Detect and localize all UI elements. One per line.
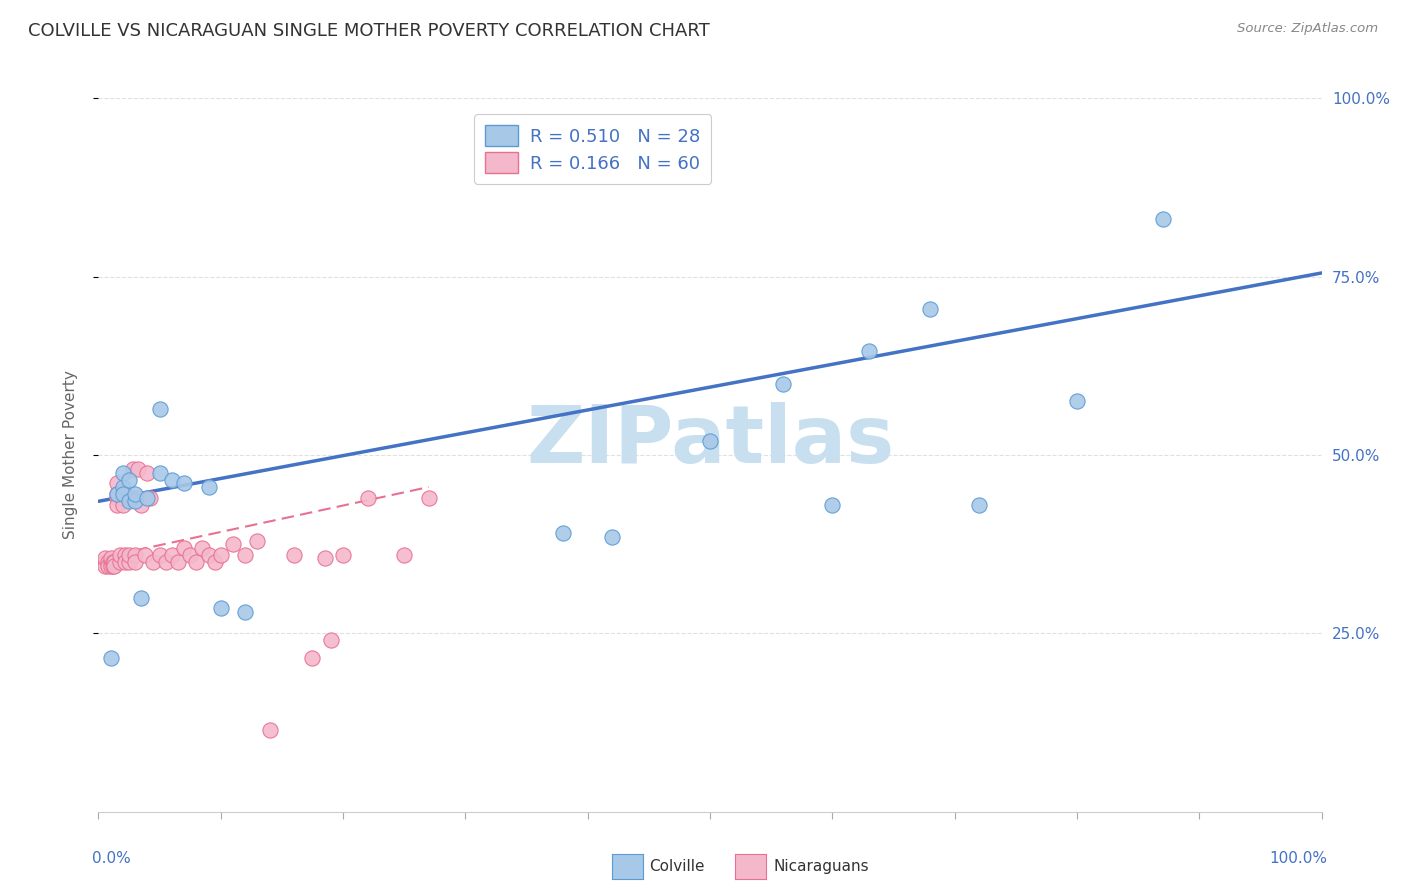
Point bbox=[1066, 394, 1088, 409]
Point bbox=[105, 498, 128, 512]
Point bbox=[93, 555, 115, 569]
Point bbox=[136, 466, 159, 480]
Point bbox=[222, 537, 245, 551]
Point bbox=[858, 344, 880, 359]
Legend: R = 0.510   N = 28, R = 0.166   N = 60: R = 0.510 N = 28, R = 0.166 N = 60 bbox=[474, 114, 711, 184]
Point bbox=[118, 548, 141, 562]
Point bbox=[105, 487, 128, 501]
Point bbox=[319, 633, 342, 648]
Point bbox=[301, 651, 323, 665]
Point bbox=[179, 548, 201, 562]
Point bbox=[149, 548, 172, 562]
Point bbox=[418, 491, 440, 505]
Point bbox=[100, 651, 122, 665]
Point bbox=[111, 487, 134, 501]
Point bbox=[129, 498, 152, 512]
Point bbox=[160, 548, 183, 562]
Point bbox=[127, 462, 149, 476]
Point bbox=[124, 548, 146, 562]
Point bbox=[105, 487, 128, 501]
Point bbox=[118, 555, 141, 569]
Point bbox=[100, 555, 122, 569]
Point bbox=[97, 555, 120, 569]
Point bbox=[160, 473, 183, 487]
Point bbox=[110, 555, 132, 569]
Point bbox=[105, 476, 128, 491]
Y-axis label: Single Mother Poverty: Single Mother Poverty bbox=[63, 370, 77, 540]
Point bbox=[920, 301, 942, 316]
Point bbox=[821, 498, 844, 512]
Point bbox=[124, 494, 146, 508]
Point bbox=[118, 473, 141, 487]
Point bbox=[111, 491, 134, 505]
Point bbox=[142, 555, 165, 569]
Point bbox=[149, 466, 172, 480]
Point bbox=[100, 558, 122, 573]
Point bbox=[127, 491, 149, 505]
Point bbox=[121, 491, 143, 505]
Point bbox=[233, 548, 256, 562]
Point bbox=[124, 487, 146, 501]
Point bbox=[111, 483, 134, 498]
Point bbox=[93, 558, 115, 573]
Point bbox=[149, 401, 172, 416]
Point bbox=[121, 462, 143, 476]
Point bbox=[111, 498, 134, 512]
Point bbox=[129, 591, 152, 605]
Point bbox=[191, 541, 214, 555]
Point bbox=[167, 555, 190, 569]
Text: Nicaraguans: Nicaraguans bbox=[773, 859, 869, 873]
Text: Source: ZipAtlas.com: Source: ZipAtlas.com bbox=[1237, 22, 1378, 36]
Point bbox=[332, 548, 354, 562]
Point bbox=[155, 555, 177, 569]
Point bbox=[197, 548, 219, 562]
Point bbox=[93, 551, 115, 566]
Point bbox=[118, 494, 141, 508]
Text: Colville: Colville bbox=[650, 859, 704, 873]
Point bbox=[600, 530, 623, 544]
Point bbox=[101, 558, 124, 573]
Point bbox=[209, 601, 232, 615]
Text: 100.0%: 100.0% bbox=[1270, 851, 1327, 866]
Point bbox=[246, 533, 269, 548]
Point bbox=[124, 555, 146, 569]
Point bbox=[356, 491, 378, 505]
Point bbox=[314, 551, 336, 566]
Point bbox=[186, 555, 208, 569]
Point bbox=[97, 558, 120, 573]
Point bbox=[1152, 212, 1174, 227]
Text: ZIPatlas: ZIPatlas bbox=[526, 401, 894, 480]
Point bbox=[392, 548, 416, 562]
Point bbox=[118, 491, 141, 505]
Point bbox=[967, 498, 990, 512]
Point bbox=[259, 723, 281, 737]
Point bbox=[111, 466, 134, 480]
Point bbox=[173, 476, 195, 491]
Point bbox=[134, 548, 156, 562]
Point bbox=[772, 376, 794, 391]
Point bbox=[699, 434, 721, 448]
Point bbox=[111, 480, 134, 494]
Point bbox=[136, 491, 159, 505]
Point bbox=[114, 548, 136, 562]
Point bbox=[233, 605, 256, 619]
Point bbox=[204, 555, 226, 569]
Point bbox=[114, 555, 136, 569]
Point bbox=[100, 551, 122, 566]
Point bbox=[209, 548, 232, 562]
Point bbox=[110, 548, 132, 562]
Point bbox=[105, 491, 128, 505]
Point bbox=[103, 558, 125, 573]
Point bbox=[197, 480, 219, 494]
Point bbox=[553, 526, 575, 541]
Point bbox=[103, 555, 125, 569]
Point bbox=[173, 541, 195, 555]
Point bbox=[101, 555, 124, 569]
Point bbox=[139, 491, 162, 505]
Text: COLVILLE VS NICARAGUAN SINGLE MOTHER POVERTY CORRELATION CHART: COLVILLE VS NICARAGUAN SINGLE MOTHER POV… bbox=[28, 22, 710, 40]
Text: 0.0%: 0.0% bbox=[93, 851, 131, 866]
Point bbox=[283, 548, 305, 562]
